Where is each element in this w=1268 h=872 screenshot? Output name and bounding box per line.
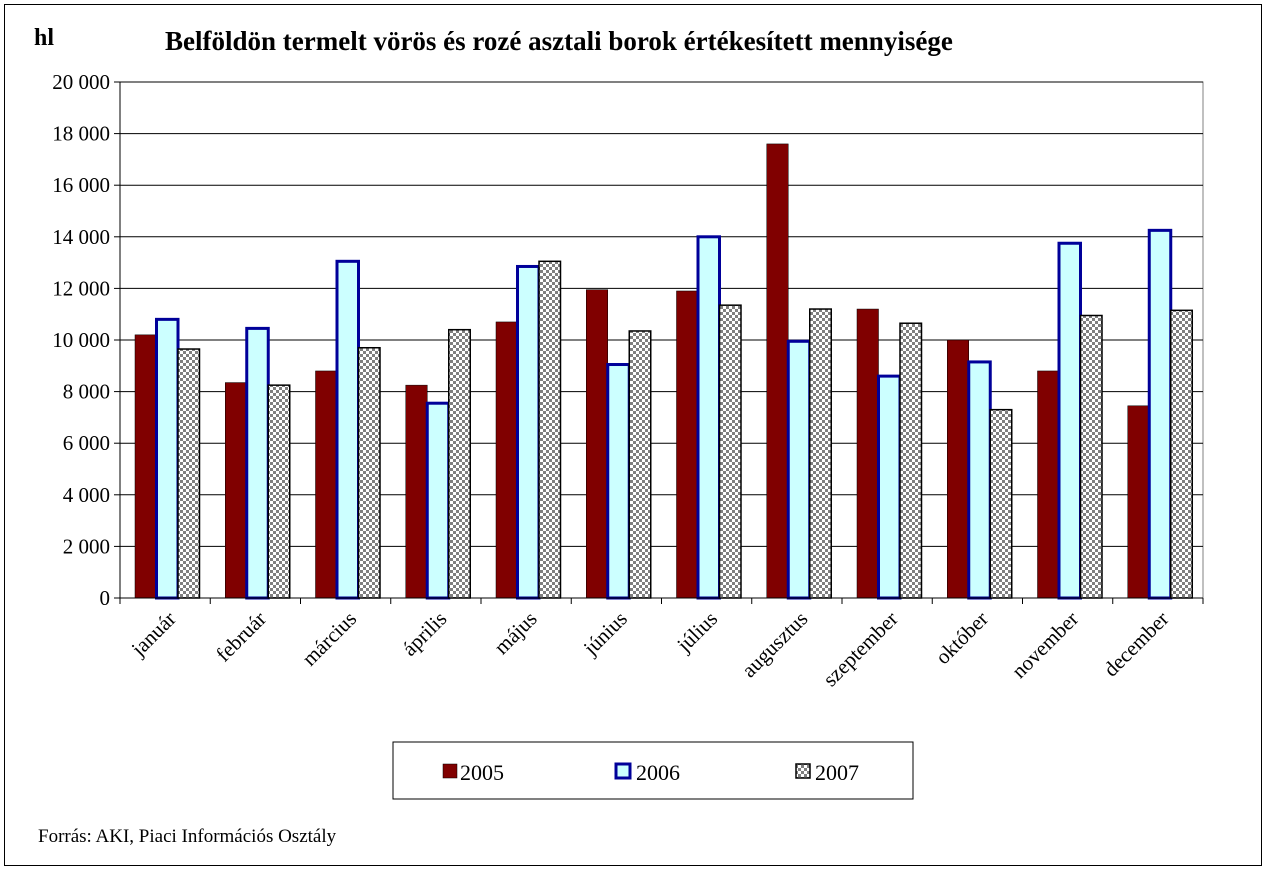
bar-2006-április [425,401,451,600]
bar-2005-november [1037,370,1060,599]
y-tick-label: 14 000 [52,225,110,249]
y-tick-label: 2 000 [63,534,110,558]
x-tick-label: április [397,607,451,661]
bar-2007-december [1170,309,1193,599]
bar-2005-július [676,290,699,599]
bar-2005-augusztus [766,143,789,599]
bar-2006-október [967,360,992,600]
x-tick-label: november [1007,607,1083,683]
bar-2006-július [696,235,721,600]
bar-2005-szeptember [856,308,879,599]
legend-label-2006: 2006 [636,760,680,785]
x-tick-label: január [126,607,181,662]
y-tick-label: 10 000 [52,328,110,352]
x-tick-label: június [578,607,632,661]
y-tick-label: 18 000 [52,122,110,146]
bar-2007-április [448,328,471,599]
bar-2006-november [1057,241,1082,600]
bar-2006-augusztus [786,339,812,600]
legend-swatch-2005 [442,763,458,779]
y-tick-label: 12 000 [52,276,110,300]
source-note: Forrás: AKI, Piaci Információs Osztály [38,826,337,847]
x-tick-label: augusztus [737,607,813,683]
y-tick-label: 20 000 [52,70,110,94]
axes [114,81,1204,604]
bar-2007-október [989,408,1013,599]
legend-swatch-2007 [795,763,811,779]
bars [134,143,1193,600]
y-tick-label: 6 000 [63,431,110,455]
bar-2005-február [225,382,247,599]
y-axis-unit-label: hl [34,25,54,51]
bar-2005-december [1127,405,1150,599]
x-tick-label: május [489,607,541,659]
bar-2006-január [155,317,180,600]
bar-2007-január [177,348,201,599]
bar-2005-január [134,334,157,599]
bar-2007-június [628,330,652,599]
x-tick-label: december [1099,607,1174,682]
legend-box [392,741,914,800]
bar-2006-február [245,326,270,600]
legend: 2005 2006 2007 [392,741,914,800]
x-tick-labels: január február március április május június jú… [126,607,1174,692]
bar-2007-július [718,304,742,599]
x-tick-label: március [297,607,361,671]
y-tick-label: 0 [100,586,111,610]
bar-2007-március [357,346,381,599]
x-tick-label: július [671,607,722,658]
bar-2005-március [315,370,338,599]
bar-2006-szeptember [877,374,902,600]
bar-2005-május [495,321,518,599]
legend-swatch-2006 [614,762,632,780]
y-tick-label: 4 000 [63,483,110,507]
bar-2005-október [947,339,969,599]
bar-2007-május [538,260,562,599]
bar-2006-május [516,264,541,600]
x-tick-label: október [931,607,993,669]
chart-title: Belföldön termelt vörös és rozé asztali … [165,26,953,56]
bar-2006-március [335,259,360,600]
legend-label-2007: 2007 [815,760,859,785]
bar-2007-szeptember [899,322,923,599]
bar-2006-december [1147,228,1173,600]
legend-label-2005: 2005 [460,760,504,785]
bar-2005-április [405,384,428,599]
x-tick-label: szeptember [818,607,903,692]
bar-2005-június [586,289,608,599]
bar-2007-február [267,384,291,599]
x-tick-label: február [211,607,271,667]
y-tick-label: 8 000 [63,380,110,404]
bar-2006-június [606,363,631,600]
y-tick-label: 16 000 [52,173,110,197]
y-tick-labels: 0 2 000 4 000 6 000 8 000 10 000 12 000 14 000 1… [52,70,110,610]
bar-2007-november [1079,314,1103,599]
bar-2007-augusztus [809,308,832,599]
